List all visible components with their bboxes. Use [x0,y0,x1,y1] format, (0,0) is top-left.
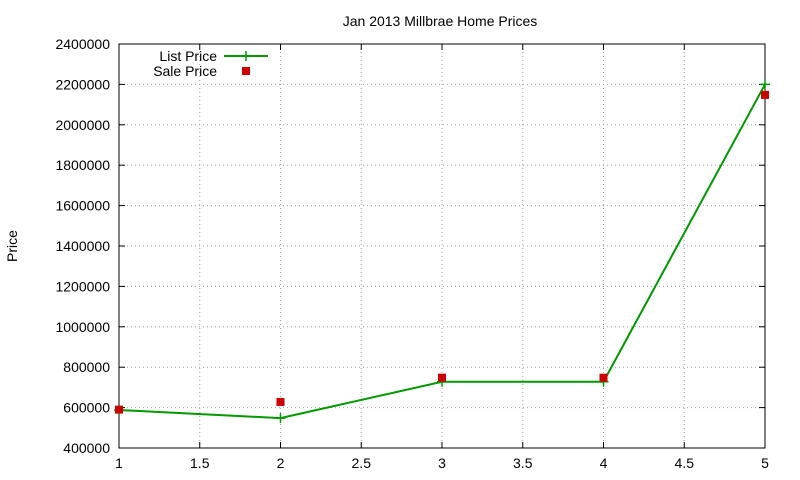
y-tick-label: 1000000 [55,319,110,335]
legend-marker-sale-price [242,67,250,75]
y-tick-label: 800000 [63,359,110,375]
sale-price-point [276,397,285,406]
x-tick-label: 1.5 [190,455,210,471]
x-tick-label: 2 [277,455,285,471]
list-price-point [760,79,770,90]
legend-label-sale-price: Sale Price [153,63,217,79]
sale-price-point [438,373,446,382]
axes: 1 1.5 2 2.5 3 3.5 4 4.5 5 400000 600000 800000 10000… [55,36,769,471]
y-tick-label: 2400000 [55,36,110,52]
x-tick-label: 3 [438,455,446,471]
x-tick-label: 2.5 [352,455,372,471]
y-tick-label: 1400000 [55,238,110,254]
legend-marker-list-price [241,51,251,61]
x-tick-label: 1 [115,455,123,471]
legend-label-list-price: List Price [159,48,217,64]
x-tick-label: 3.5 [513,455,533,471]
grid [119,44,765,448]
sale-price-point [599,373,608,382]
chart-title: Jan 2013 Millbrae Home Prices [343,13,538,29]
y-tick-label: 2200000 [55,76,110,92]
y-tick-label: 1600000 [55,198,110,214]
y-tick-label: 1200000 [55,278,110,294]
x-tick-label: 4 [600,455,608,471]
y-axis-label: Price [4,230,20,262]
sale-price-point [761,90,769,99]
y-tick-label: 600000 [63,400,110,416]
sale-price-point [115,405,123,414]
series [114,79,770,424]
list-price-point [275,413,286,424]
y-tick-label: 400000 [63,440,110,456]
legend: List Price Sale Price [153,48,268,79]
x-tick-label: 4.5 [675,455,695,471]
y-tick-label: 1800000 [55,157,110,173]
x-tick-label: 5 [761,455,769,471]
y-tick-label: 2000000 [55,117,110,133]
